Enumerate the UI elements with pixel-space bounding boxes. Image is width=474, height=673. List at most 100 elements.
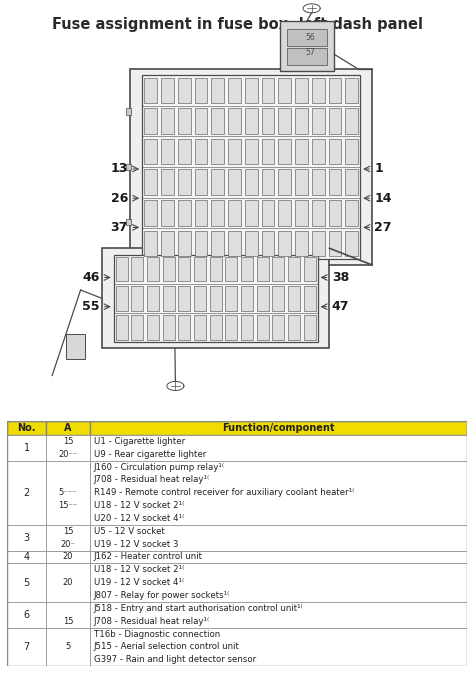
Bar [328,108,341,134]
Bar [295,77,308,103]
Bar [178,231,191,256]
Bar [114,254,318,342]
Bar [90,460,467,525]
Text: U18 - 12 V socket 2¹⁽: U18 - 12 V socket 2¹⁽ [93,501,184,510]
Bar [210,286,222,311]
Bar [278,170,291,195]
Bar [178,170,191,195]
Bar [147,286,159,311]
Bar [210,315,222,340]
Text: 57: 57 [306,48,316,57]
Text: J515 - Aerial selection control unit: J515 - Aerial selection control unit [93,643,239,651]
Bar [278,139,291,164]
Bar [131,286,143,311]
Bar [245,77,257,103]
Bar [287,48,327,65]
Bar [194,286,206,311]
Bar [46,525,90,551]
Text: J518 - Entry and start authorisation control unit¹⁽: J518 - Entry and start authorisation con… [93,604,303,613]
Bar [161,108,174,134]
Text: 55: 55 [82,300,100,313]
Bar [90,628,467,666]
Bar [346,139,358,164]
Bar [328,170,341,195]
Bar [102,248,329,349]
Text: 14: 14 [374,192,392,205]
Text: 20: 20 [63,578,73,588]
Text: 15: 15 [63,616,73,626]
Bar [194,231,207,256]
Bar [163,315,174,340]
Bar [262,108,274,134]
Bar [346,108,358,134]
Text: No.: No. [18,423,36,433]
Bar [161,200,174,225]
Bar [295,200,308,225]
Bar [194,200,207,225]
Bar [257,257,269,281]
Bar [116,286,128,311]
Bar [304,286,316,311]
Bar [228,139,241,164]
Bar [241,315,253,340]
Text: 5: 5 [65,643,71,651]
Bar [90,551,467,563]
Text: 20: 20 [63,553,73,561]
Bar [278,200,291,225]
Bar [90,602,467,628]
Bar [46,435,90,460]
Bar [144,231,157,256]
Bar [257,286,269,311]
Text: U20 - 12 V socket 4¹⁽: U20 - 12 V socket 4¹⁽ [93,514,184,523]
Text: 5⁻⁻⁻: 5⁻⁻⁻ [59,488,77,497]
Text: Function/component: Function/component [222,423,335,433]
Bar [328,139,341,164]
Bar [273,315,284,340]
Bar [346,170,358,195]
Bar [7,563,46,602]
Bar [262,200,274,225]
Bar [312,77,325,103]
Bar [241,286,253,311]
Bar [328,77,341,103]
Bar [46,551,90,563]
Text: 5: 5 [24,577,30,588]
Bar [278,231,291,256]
Text: J162 - Heater control unit: J162 - Heater control unit [93,553,202,561]
Bar [194,77,207,103]
Bar [46,421,90,435]
Bar [211,200,224,225]
Text: 7: 7 [24,642,30,652]
Bar [228,170,241,195]
Bar [257,315,269,340]
Bar [90,435,467,460]
Bar [226,257,237,281]
Bar [147,257,159,281]
Bar [245,170,257,195]
Bar [346,231,358,256]
Bar [211,231,224,256]
Text: 15: 15 [63,437,73,446]
Text: 15: 15 [63,527,73,536]
Bar [178,286,190,311]
Bar [211,77,224,103]
Bar [194,139,207,164]
Text: J807 - Relay for power sockets¹⁽: J807 - Relay for power sockets¹⁽ [93,591,230,600]
Bar [312,170,325,195]
Bar [90,563,467,602]
Text: 56: 56 [306,33,316,42]
Bar [147,315,159,340]
Text: 26: 26 [110,192,128,205]
Bar [161,170,174,195]
Bar [346,77,358,103]
Text: 2: 2 [24,488,30,498]
Bar [312,200,325,225]
Text: T16b - Diagnostic connection: T16b - Diagnostic connection [93,630,220,639]
Bar [46,602,90,628]
Text: 3: 3 [24,533,30,542]
Bar [328,231,341,256]
Bar [131,315,143,340]
Text: 47: 47 [332,300,349,313]
Bar [178,77,191,103]
Bar [312,139,325,164]
